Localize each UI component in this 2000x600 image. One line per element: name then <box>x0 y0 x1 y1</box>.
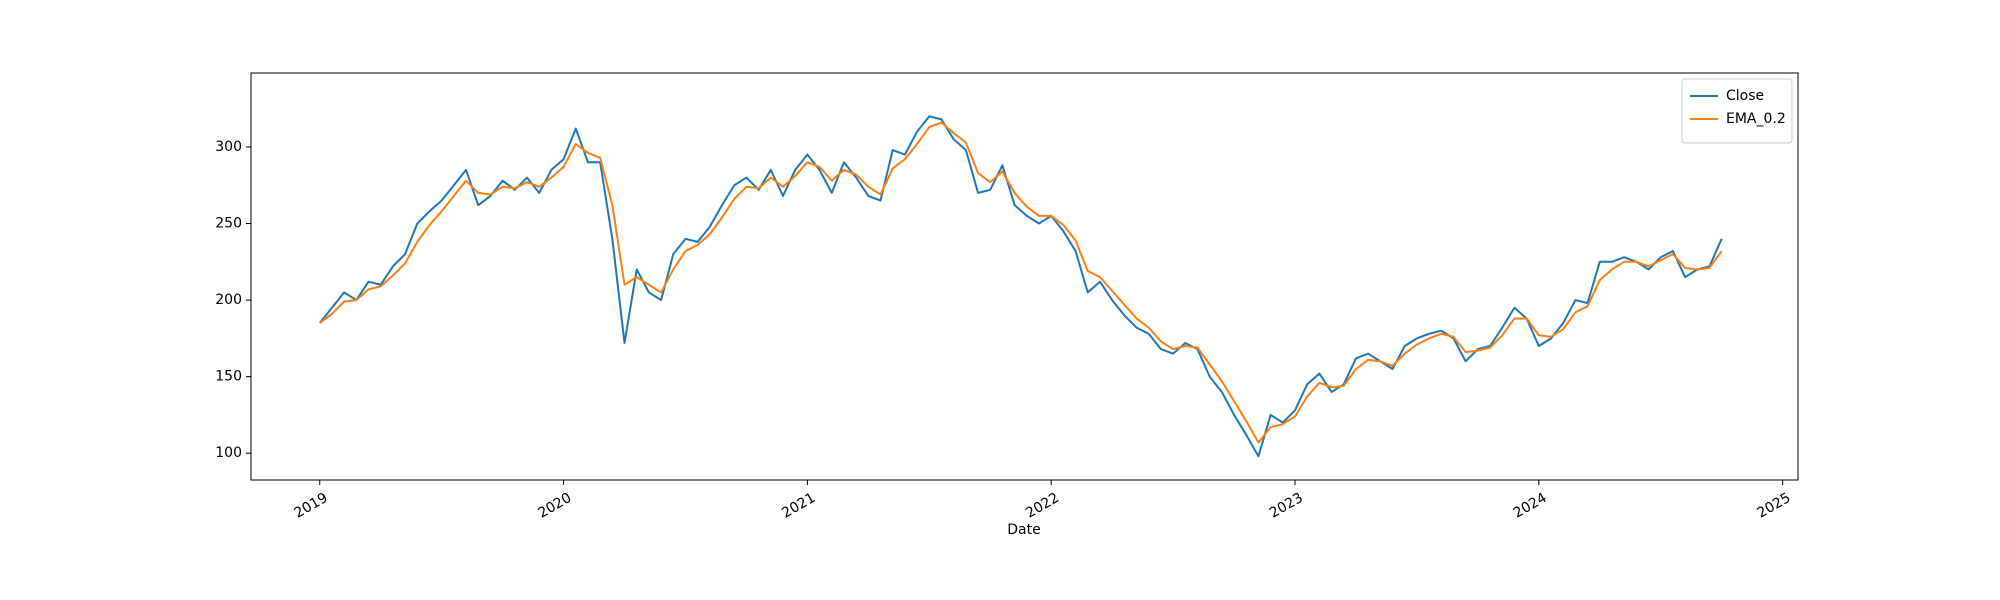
y-tick-label: 150 <box>215 369 242 385</box>
y-tick-label: 300 <box>215 139 242 155</box>
y-tick-label: 250 <box>215 216 242 232</box>
series-line <box>319 121 1723 444</box>
y-tick-label: 200 <box>215 292 242 308</box>
x-axis-label: Date <box>1007 522 1040 538</box>
series-line <box>318 115 1723 458</box>
legend-label: Close <box>1726 88 1764 104</box>
axes-frame <box>250 72 1799 481</box>
legend-label: EMA_0.2 <box>1726 111 1786 127</box>
y-tick-label: 100 <box>215 445 242 461</box>
